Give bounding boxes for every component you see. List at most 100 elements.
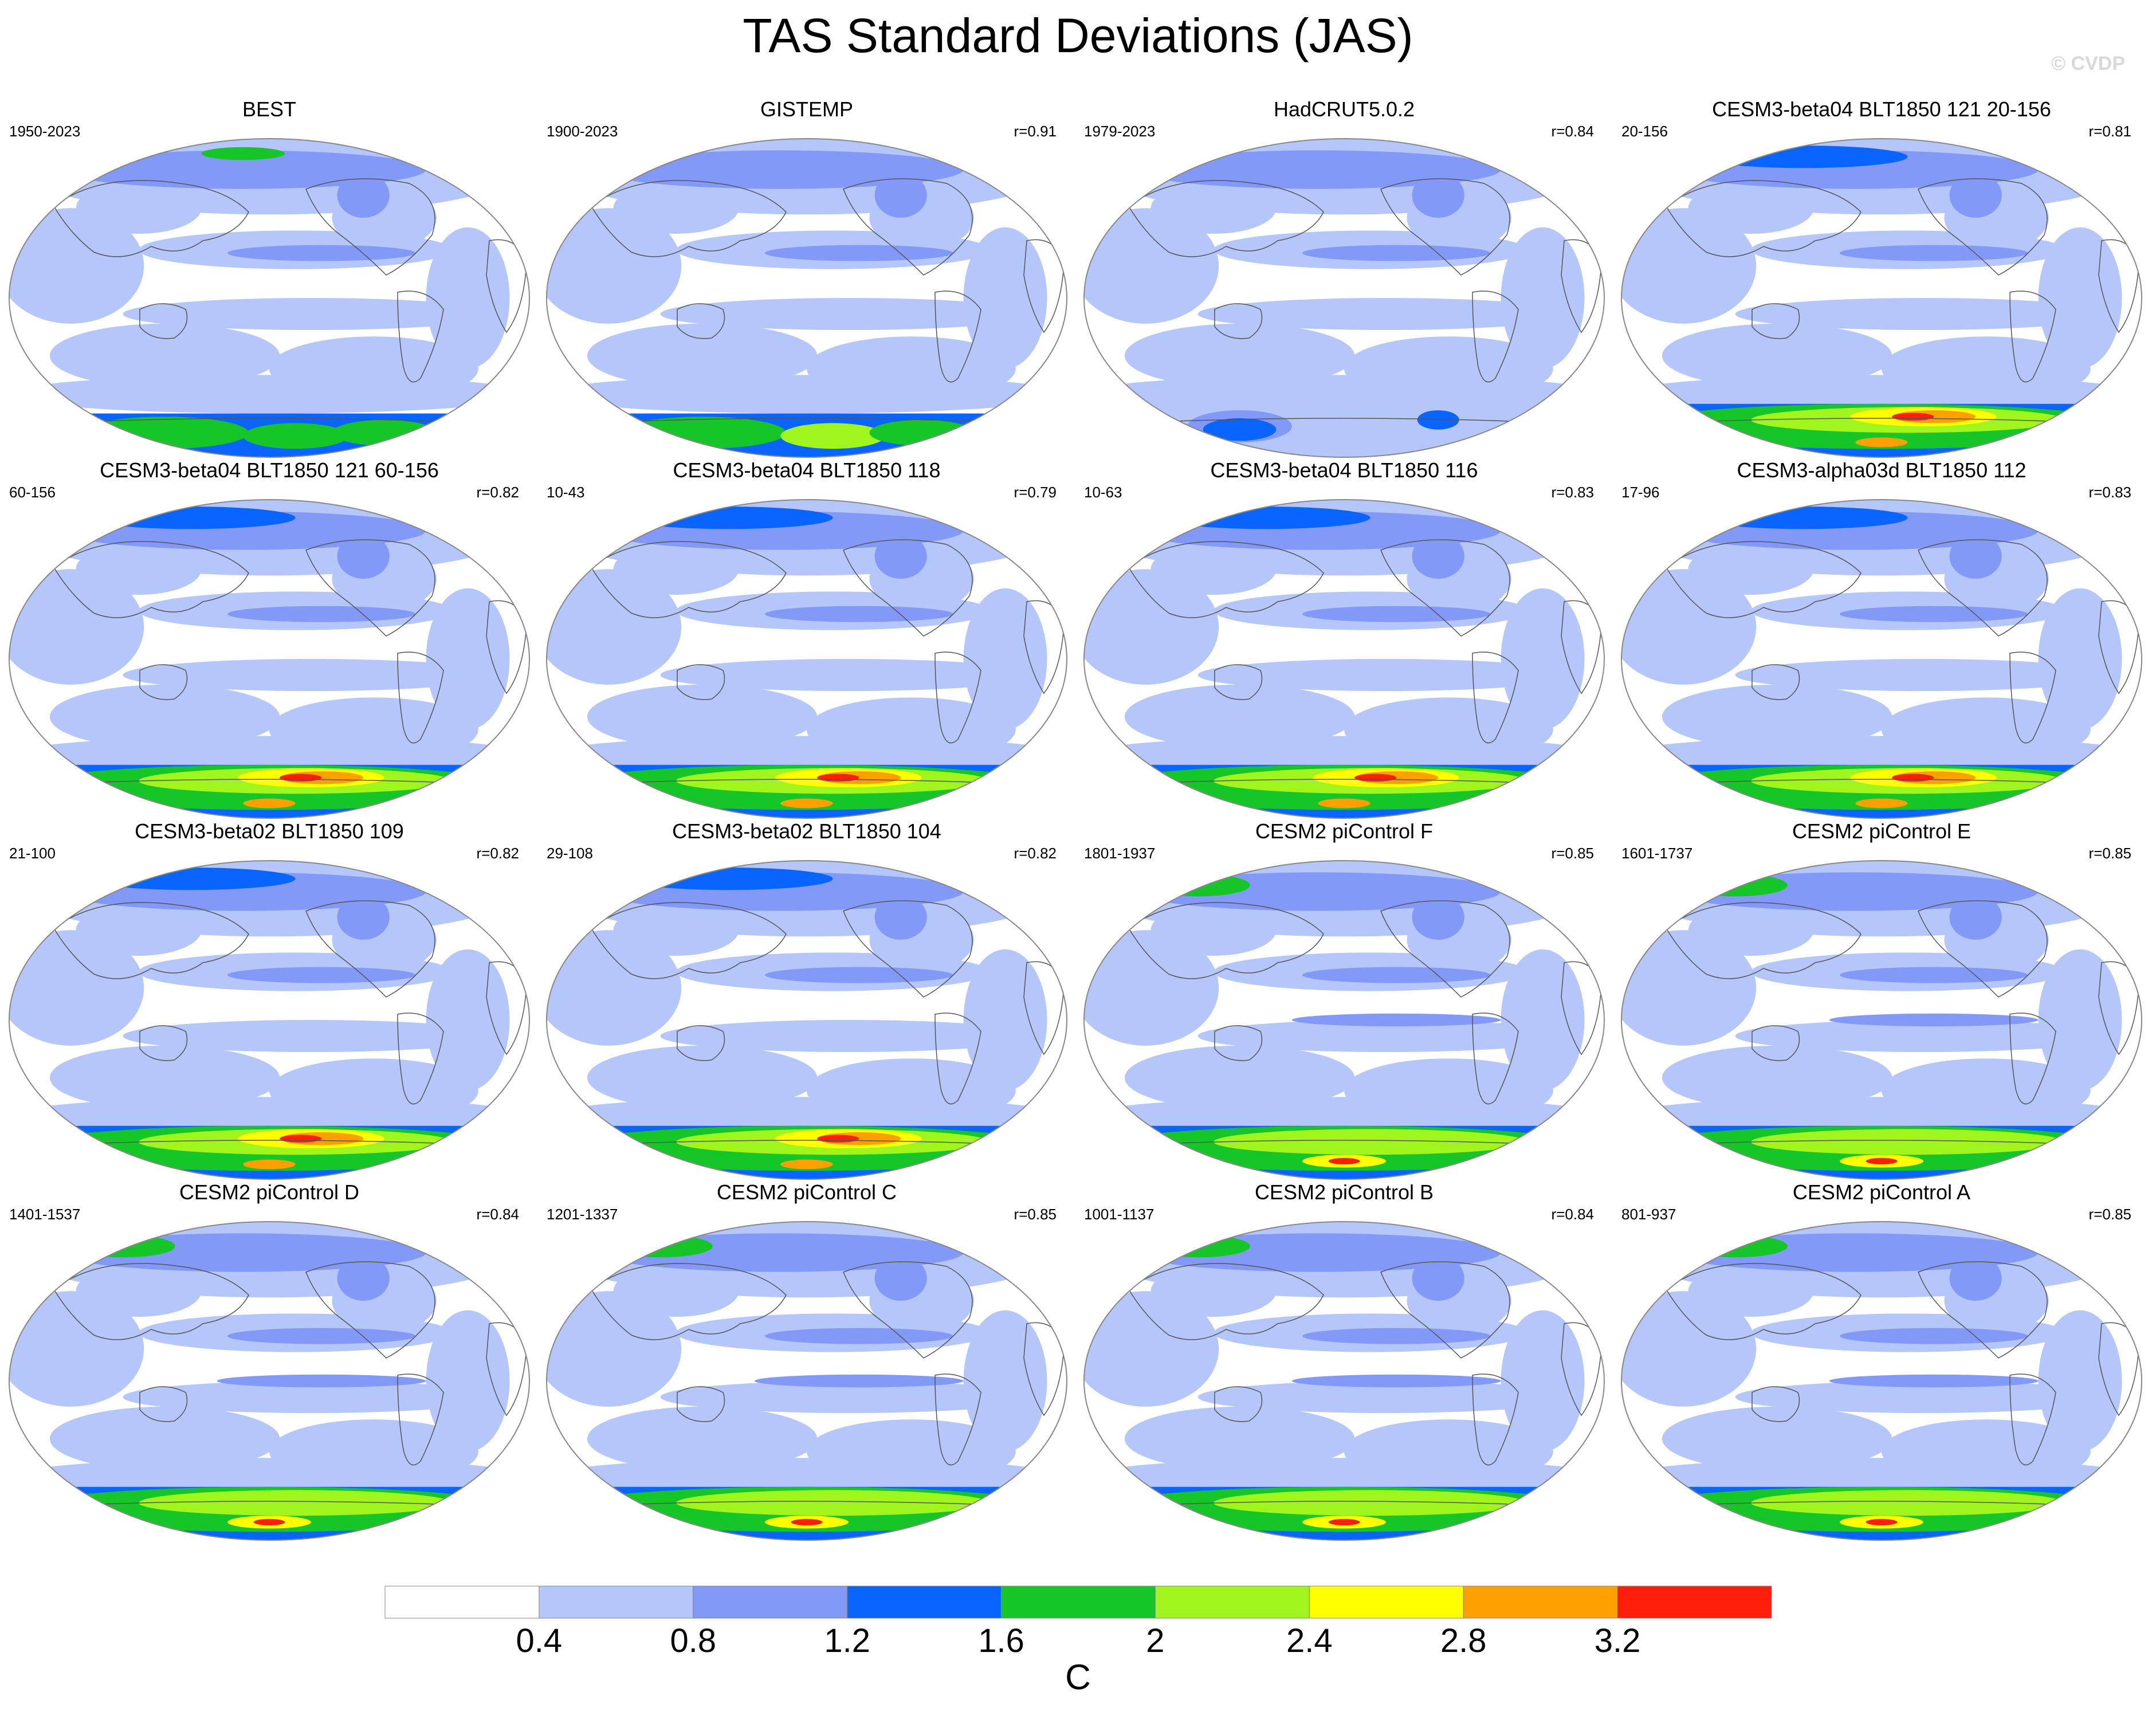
map-field (547, 1222, 1067, 1540)
panel-title: CESM3-beta04 BLT1850 116 (1210, 458, 1478, 482)
panel-correlation: r=0.84 (476, 1206, 519, 1223)
panel-years: 1201-1337 (547, 1206, 618, 1223)
panel-correlation: r=0.85 (2088, 845, 2131, 862)
map-panel: CESM3-beta04 BLT1850 116 10-63 r=0.83 (1075, 458, 1613, 825)
panel-years: 21-100 (9, 845, 56, 862)
map-field (1084, 139, 1604, 457)
world-map (1621, 499, 2142, 819)
world-map (1083, 138, 1605, 458)
colorbar-swatch (1617, 1586, 1772, 1619)
world-map (1083, 1221, 1605, 1541)
map-panel: CESM2 piControl C 1201-1337 r=0.85 (537, 1180, 1076, 1547)
map-panel: CESM2 piControl B 1001-1137 r=0.84 (1075, 1180, 1613, 1547)
colorbar-tick-label: 0.8 (670, 1622, 717, 1659)
colorbar-tick-label: 2.4 (1286, 1622, 1333, 1659)
panel-title: CESM3-beta04 BLT1850 118 (673, 458, 941, 482)
panel-title: CESM3-beta04 BLT1850 121 20-156 (1712, 97, 2051, 121)
map-panel: CESM3-beta02 BLT1850 104 29-108 r=0.82 (537, 819, 1076, 1186)
world-map (9, 138, 530, 458)
panel-title: HadCRUT5.0.2 (1273, 97, 1415, 121)
map-field (1621, 139, 2142, 457)
map-panel: CESM3-beta04 BLT1850 121 60-156 60-156 r=0… (0, 458, 539, 825)
panel-years: 10-63 (1084, 484, 1122, 501)
panel-correlation: r=0.79 (1014, 484, 1057, 501)
map-field (9, 500, 529, 818)
panel-correlation: r=0.84 (1551, 1206, 1594, 1223)
map-field (1621, 500, 2142, 818)
panel-years: 17-96 (1621, 484, 1660, 501)
colorbar-swatch (1309, 1586, 1464, 1619)
map-panel: CESM3-beta02 BLT1850 109 21-100 r=0.82 (0, 819, 539, 1186)
panel-years: 1950-2023 (9, 123, 81, 140)
panel-years: 1001-1137 (1084, 1206, 1154, 1223)
colorbar-tick-label: 2 (1146, 1622, 1165, 1659)
world-map (1083, 860, 1605, 1180)
world-map (546, 1221, 1067, 1541)
world-map (9, 1221, 530, 1541)
world-map (546, 499, 1067, 819)
map-panel: CESM2 piControl A 801-937 r=0.85 (1612, 1180, 2151, 1547)
panel-title: CESM3-alpha03d BLT1850 112 (1737, 458, 2027, 482)
map-panel: CESM2 piControl E 1601-1737 r=0.85 (1612, 819, 2151, 1186)
colorbar-swatch (693, 1586, 848, 1619)
watermark: © CVDP (2051, 53, 2125, 74)
map-field (547, 500, 1067, 818)
panel-years: 1979-2023 (1084, 123, 1156, 140)
panel-years: 1801-1937 (1084, 845, 1156, 862)
panel-title: CESM2 piControl D (179, 1180, 360, 1204)
colorbar-swatch (539, 1586, 694, 1619)
panel-title: CESM2 piControl A (1792, 1180, 1971, 1204)
panel-title: CESM2 piControl E (1792, 819, 1972, 843)
world-map (1621, 1221, 2142, 1541)
panel-correlation: r=0.82 (476, 845, 519, 862)
panel-correlation: r=0.85 (2088, 1206, 2131, 1223)
map-field (9, 1222, 529, 1540)
panel-correlation: r=0.82 (476, 484, 519, 501)
panel-years: 1401-1537 (9, 1206, 81, 1223)
colorbar-tick-label: 1.2 (824, 1622, 870, 1659)
panel-title: CESM2 piControl C (716, 1180, 897, 1204)
panel-years: 60-156 (9, 484, 56, 501)
colorbar-swatch (1463, 1586, 1618, 1619)
colorbar-tick-label: 0.4 (516, 1622, 563, 1659)
world-map (9, 860, 530, 1180)
map-panel: CESM3-beta04 BLT1850 118 10-43 r=0.79 (537, 458, 1076, 825)
panel-correlation: r=0.83 (1551, 484, 1594, 501)
colorbar-swatch (384, 1586, 540, 1619)
world-map (1083, 499, 1605, 819)
panel-years: 1601-1737 (1621, 845, 1693, 862)
colorbar-tick-label: 2.8 (1440, 1622, 1487, 1659)
world-map (1621, 860, 2142, 1180)
panel-correlation: r=0.84 (1551, 123, 1594, 140)
panel-title: CESM3-beta02 BLT1850 104 (672, 819, 941, 843)
map-field (1621, 861, 2142, 1179)
colorbar-swatch (847, 1586, 1002, 1619)
world-map (546, 860, 1067, 1180)
panel-correlation: r=0.82 (1014, 845, 1057, 862)
map-field (1621, 1222, 2142, 1540)
panel-title: BEST (242, 97, 297, 121)
page-title: TAS Standard Deviations (JAS) (743, 9, 1413, 62)
map-field (9, 139, 529, 457)
world-map (546, 138, 1067, 458)
map-field (1084, 1222, 1604, 1540)
panel-correlation: r=0.81 (2088, 123, 2131, 140)
colorbar-ticks: 0.4 0.8 1.2 1.6 2 2.4 2.8 3.2 (0, 1622, 2156, 1659)
map-panel: CESM2 piControl D 1401-1537 r=0.84 (0, 1180, 539, 1547)
panel-years: 20-156 (1621, 123, 1668, 140)
panel-title: CESM2 piControl B (1254, 1180, 1434, 1204)
map-panel: CESM2 piControl F 1801-1937 r=0.85 (1075, 819, 1613, 1186)
colorbar-unit-label: C (1065, 1658, 1091, 1697)
panel-title: CESM2 piControl F (1255, 819, 1434, 843)
map-field (9, 861, 529, 1179)
map-panel: CESM3-beta04 BLT1850 121 20-156 20-156 r=0… (1612, 97, 2151, 464)
panel-title: CESM3-beta02 BLT1850 109 (135, 819, 404, 843)
world-map (9, 499, 530, 819)
panel-grid: BEST 1950-2023 GISTEMP 1900-2023 r=0.91 HadCR… (0, 97, 2151, 1547)
colorbar-tick-label: 3.2 (1594, 1622, 1641, 1659)
panel-correlation: r=0.85 (1551, 845, 1594, 862)
map-panel: HadCRUT5.0.2 1979-2023 r=0.84 (1075, 97, 1613, 464)
map-field (1084, 861, 1604, 1179)
map-field (1084, 500, 1604, 818)
panel-correlation: r=0.91 (1014, 123, 1057, 140)
